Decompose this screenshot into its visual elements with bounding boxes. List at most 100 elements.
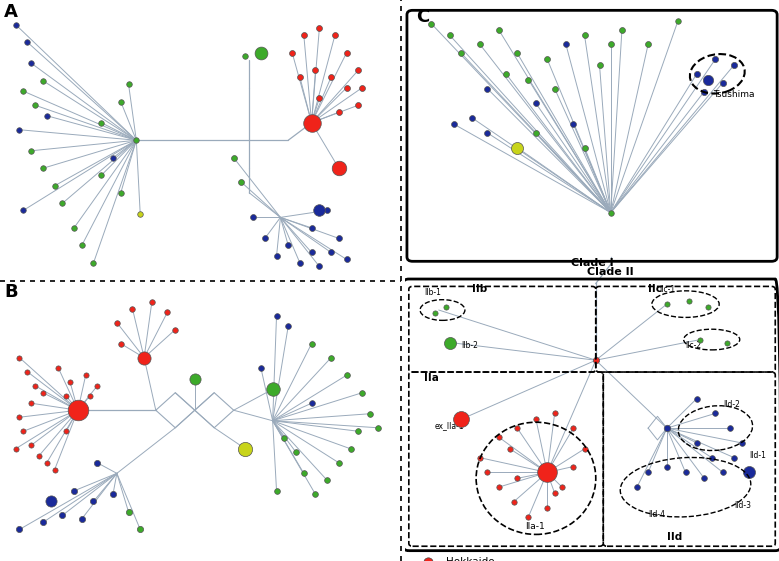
Point (344, 444, 357, 453)
Point (33, 451, 45, 460)
Point (294, 259, 306, 268)
Point (25, 146, 37, 155)
Point (541, 468, 553, 477)
Text: IId-1: IId-1 (749, 450, 766, 459)
Point (615, 25, 628, 34)
Point (605, 208, 617, 217)
Point (126, 304, 139, 313)
Point (728, 453, 740, 462)
Point (239, 52, 252, 61)
Point (9, 444, 22, 453)
Point (507, 498, 520, 507)
Point (455, 49, 467, 58)
Point (698, 474, 710, 483)
Point (728, 61, 740, 70)
Point (239, 444, 252, 453)
Point (492, 25, 505, 34)
Point (313, 206, 326, 215)
Point (724, 424, 737, 433)
Point (309, 66, 322, 75)
Point (313, 94, 326, 103)
Point (313, 262, 326, 271)
Point (13, 125, 26, 134)
Point (60, 427, 72, 436)
Point (37, 76, 49, 85)
Point (333, 164, 345, 173)
Point (444, 31, 456, 40)
Point (37, 164, 49, 173)
Point (325, 73, 337, 82)
Point (474, 40, 486, 49)
Point (679, 468, 692, 477)
Point (466, 114, 478, 123)
Point (313, 24, 326, 33)
Text: IIc-1: IIc-1 (659, 286, 675, 295)
Point (530, 99, 542, 108)
Point (25, 399, 37, 408)
Point (309, 490, 322, 499)
Text: IId: IId (667, 532, 682, 542)
Point (48, 466, 61, 475)
Point (282, 321, 294, 330)
Point (702, 75, 714, 84)
Point (266, 385, 279, 394)
Point (282, 241, 294, 250)
Point (25, 441, 37, 450)
Point (325, 353, 337, 362)
Point (29, 101, 41, 110)
Point (548, 489, 561, 498)
Point (333, 108, 345, 117)
Point (590, 356, 602, 365)
Point (270, 311, 283, 320)
Point (76, 241, 88, 250)
Point (87, 259, 100, 268)
Text: B: B (4, 283, 17, 301)
Point (270, 251, 283, 260)
Point (111, 318, 123, 327)
Point (161, 307, 174, 316)
Point (661, 424, 673, 433)
Text: IIa-1: IIa-1 (525, 522, 545, 531)
Point (694, 335, 707, 344)
Point (683, 297, 696, 306)
Point (594, 61, 606, 70)
Text: IId-3: IId-3 (734, 501, 751, 510)
Point (702, 302, 714, 311)
Point (235, 178, 248, 187)
Point (642, 468, 654, 477)
Point (698, 87, 710, 96)
Point (721, 338, 733, 347)
Point (305, 223, 318, 232)
Point (492, 482, 505, 491)
Point (661, 462, 673, 471)
Point (83, 392, 96, 401)
Point (255, 48, 267, 57)
Point (95, 118, 108, 127)
Point (9, 20, 22, 29)
Point (541, 54, 553, 63)
Point (107, 490, 119, 499)
Point (421, 558, 434, 561)
Point (356, 83, 368, 92)
Point (17, 206, 30, 215)
Point (567, 462, 580, 471)
Point (91, 458, 104, 467)
Point (340, 255, 353, 264)
Text: A: A (4, 3, 18, 21)
Point (548, 84, 561, 93)
Text: ex_IIa-1: ex_IIa-1 (435, 421, 464, 430)
Point (425, 19, 438, 28)
Point (690, 394, 703, 403)
Point (290, 448, 302, 457)
Point (60, 392, 72, 401)
Point (356, 388, 368, 397)
Point (37, 518, 49, 527)
Point (717, 78, 729, 87)
Point (52, 364, 65, 373)
Point (64, 378, 76, 387)
Point (189, 374, 201, 383)
Point (305, 339, 318, 348)
Text: Clade I: Clade I (571, 257, 613, 268)
Text: Hokkaido: Hokkaido (446, 558, 495, 561)
Point (548, 409, 561, 418)
